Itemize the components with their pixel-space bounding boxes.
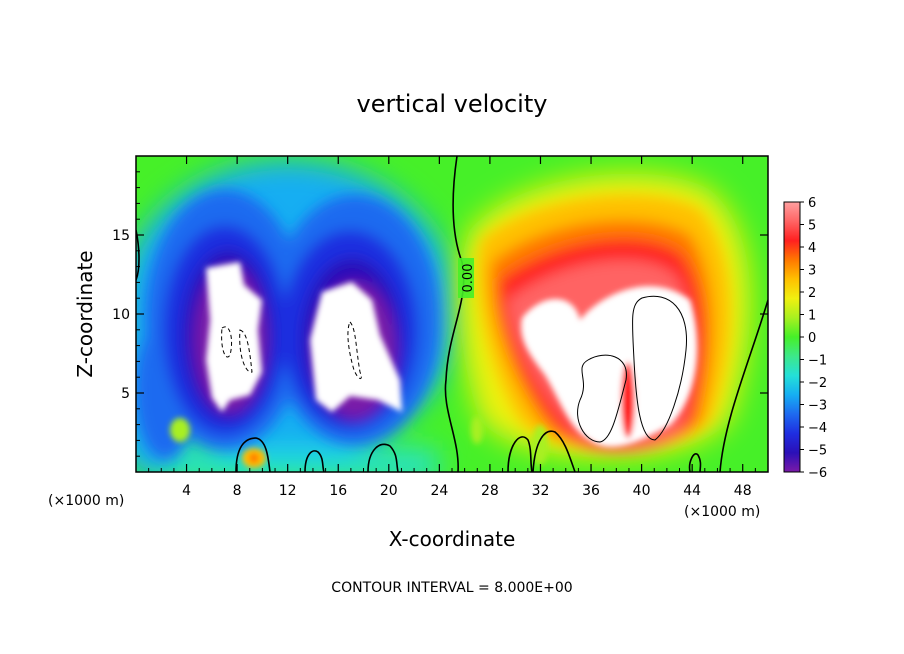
- x-tick-label: 16: [329, 483, 347, 499]
- x-axis-ticks: 4 8 12 16 20 24 28 32 36 40 44 48: [148, 156, 756, 499]
- colorbar-tick-label: 1: [808, 309, 816, 324]
- y-tick-label: 10: [112, 307, 130, 323]
- colorbar: 6 5 4 3 2 1 0 −1 −2 −3 −4 −5 −6: [783, 196, 827, 481]
- y-axis-label: Z-coordinate: [73, 250, 97, 377]
- x-tick-label: 20: [380, 483, 398, 499]
- chart-title: vertical velocity: [357, 90, 548, 118]
- contour-interval-note: CONTOUR INTERVAL = 8.000E+00: [331, 580, 572, 596]
- colorbar-tick-label: −4: [808, 421, 827, 436]
- colorbar-tick-label: −6: [808, 466, 827, 481]
- x-tick-label: 4: [182, 483, 191, 499]
- colorbar-tick-label: −5: [808, 444, 827, 459]
- contour-label-text: 0.00: [461, 264, 476, 293]
- x-tick-label: 48: [734, 483, 752, 499]
- x-tick-label: 24: [430, 483, 448, 499]
- colorbar-tick-label: −3: [808, 399, 827, 414]
- x-tick-label: 44: [683, 483, 701, 499]
- x-tick-label: 40: [633, 483, 651, 499]
- y-tick-label: 5: [121, 386, 130, 402]
- heatmap-field: [136, 156, 768, 472]
- y-axis-ticks: 5 10 15: [112, 171, 768, 457]
- x-unit-right: (×1000 m): [684, 504, 760, 520]
- colorbar-tick-label: −1: [808, 354, 827, 369]
- colorbar-ticks: 6 5 4 3 2 1 0 −1 −2 −3 −4 −5 −6: [800, 196, 827, 481]
- x-tick-label: 32: [532, 483, 550, 499]
- x-tick-label: 36: [582, 483, 600, 499]
- colorbar-tick-label: 6: [808, 196, 816, 211]
- y-tick-label: 15: [112, 228, 130, 244]
- x-tick-label: 28: [481, 483, 499, 499]
- x-unit-left: (×1000 m): [48, 493, 124, 509]
- colorbar-tick-label: 4: [808, 241, 816, 256]
- zero-contours: [136, 156, 768, 472]
- colorbar-tick-label: −2: [808, 376, 827, 391]
- colorbar-tick-label: 5: [808, 219, 816, 234]
- x-axis-label: X-coordinate: [389, 527, 516, 551]
- colorbar-tick-label: 0: [808, 331, 816, 346]
- colorbar-tick-label: 3: [808, 264, 816, 279]
- contour-label: 0.00: [458, 258, 476, 298]
- x-tick-label: 8: [233, 483, 242, 499]
- x-tick-label: 12: [279, 483, 297, 499]
- colorbar-tick-label: 2: [808, 286, 816, 301]
